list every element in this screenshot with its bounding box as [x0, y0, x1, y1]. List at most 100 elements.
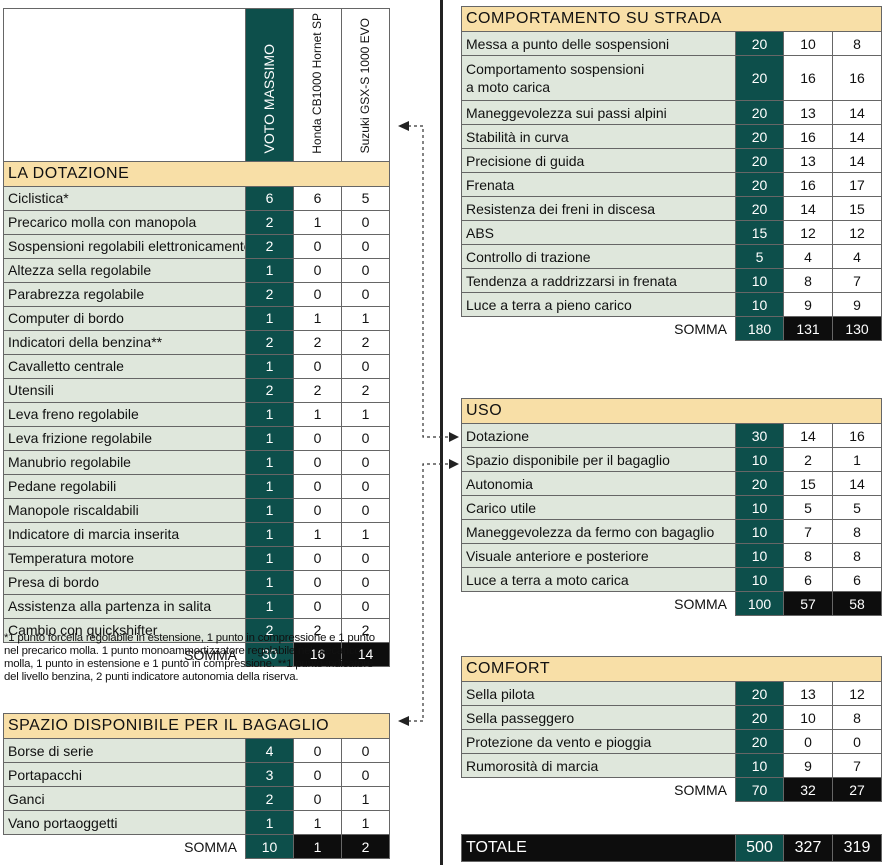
- score-honda: 1: [293, 305, 342, 331]
- row-label: Spazio disponibile per il bagaglio: [461, 447, 736, 472]
- score-suzuki: 7: [831, 753, 883, 778]
- score-max: 20: [735, 196, 784, 221]
- score-honda: 0: [293, 473, 342, 499]
- score-suzuki: 0: [341, 425, 390, 451]
- score-max: 1: [245, 810, 294, 835]
- score-suzuki: 17: [831, 172, 883, 197]
- table-row: Frenata 20 16 17: [461, 172, 883, 197]
- score-max: 20: [735, 705, 784, 730]
- score-honda: 0: [293, 281, 342, 307]
- score-suzuki: 7: [831, 268, 883, 293]
- table-row: Assistenza alla partenza in salita 1 0 0: [3, 593, 390, 619]
- score-honda: 14: [783, 423, 833, 448]
- score-suzuki: 8: [831, 705, 883, 730]
- table-row: Parabrezza regolabile 2 0 0: [3, 281, 390, 307]
- score-max: 10: [735, 292, 784, 317]
- score-honda: 10: [783, 705, 833, 730]
- table-row: Computer di bordo 1 1 1: [3, 305, 390, 331]
- score-suzuki: 1: [831, 447, 883, 472]
- table-row: Spazio disponibile per il bagaglio 10 2 1: [461, 447, 883, 472]
- column-divider: [440, 0, 443, 865]
- score-max: 20: [735, 124, 784, 149]
- score-suzuki: 14: [831, 471, 883, 496]
- row-label: Cambio con quickshifter: [3, 617, 246, 643]
- table-row: Borse di serie 4 0 0: [3, 738, 391, 763]
- score-suzuki: 1: [341, 521, 390, 547]
- score-honda: 9: [783, 292, 833, 317]
- section-title-strada: COMPORTAMENTO SU STRADA: [460, 6, 883, 32]
- table-row: Presa di bordo 1 0 0: [3, 569, 390, 595]
- score-max: 3: [245, 762, 294, 787]
- sum-row-strada: SOMMA 180 131 130: [461, 316, 883, 341]
- section-title-comfort: COMFORT: [460, 656, 883, 682]
- score-honda: 0: [293, 762, 342, 787]
- score-suzuki: 0: [340, 738, 391, 763]
- row-label: Altezza sella regolabile: [3, 257, 246, 283]
- row-label: Borse di serie: [3, 738, 246, 763]
- score-honda: 8: [783, 543, 833, 568]
- score-max: 15: [735, 220, 784, 245]
- score-max: 1: [245, 401, 294, 427]
- score-suzuki: 6: [831, 567, 883, 592]
- score-suzuki: 0: [341, 497, 390, 523]
- score-max: 2: [245, 329, 294, 355]
- table-row: Sella passeggero 20 10 8: [461, 705, 883, 730]
- row-label: Assistenza alla partenza in salita: [3, 593, 246, 619]
- header-voto-massimo: VOTO MASSIMO: [245, 8, 294, 162]
- table-row: Cambio con quickshifter 2 2 2: [3, 617, 390, 643]
- row-label: Cavalletto centrale: [3, 353, 246, 379]
- score-max: 1: [245, 305, 294, 331]
- row-label: Pedane regolabili: [3, 473, 246, 499]
- score-max: 1: [245, 257, 294, 283]
- score-suzuki: 14: [831, 124, 883, 149]
- score-suzuki: 0: [341, 569, 390, 595]
- dotazione-table: VOTO MASSIMO Honda CB1000 Hornet SP Suzu…: [3, 8, 390, 667]
- table-row: Messa a punto delle sospensioni 20 10 8: [461, 31, 883, 56]
- score-suzuki: 0: [341, 593, 390, 619]
- table-row: Dotazione 30 14 16: [461, 423, 883, 448]
- score-max: 20: [735, 55, 784, 101]
- strada-table: COMPORTAMENTO SU STRADA Messa a punto de…: [460, 6, 883, 341]
- section-title-spazio: SPAZIO DISPONIBILE PER IL BAGAGLIO: [2, 713, 391, 739]
- table-row: Indicatori della benzina** 2 2 2: [3, 329, 390, 355]
- score-honda: 5: [783, 495, 833, 520]
- score-honda: 15: [783, 471, 833, 496]
- score-max: 20: [735, 100, 784, 125]
- row-label: Dotazione: [461, 423, 736, 448]
- score-suzuki: 9: [831, 292, 883, 317]
- score-honda: 0: [293, 593, 342, 619]
- section-title-dotazione: LA DOTAZIONE: [3, 160, 390, 187]
- score-honda: 9: [783, 753, 833, 778]
- score-max: 10: [735, 753, 784, 778]
- row-label: Sospensioni regolabili elettronicamente: [3, 233, 246, 259]
- score-max: 2: [245, 377, 294, 403]
- row-label: Ciclistica*: [3, 185, 246, 211]
- totale-row: TOTALE 500 327 319: [461, 834, 882, 862]
- column-header-row: VOTO MASSIMO Honda CB1000 Hornet SP Suzu…: [3, 8, 390, 162]
- row-label: Tendenza a raddrizzarsi in frenata: [461, 268, 736, 293]
- table-row: Cavalletto centrale 1 0 0: [3, 353, 390, 379]
- score-honda: 8: [783, 268, 833, 293]
- table-row: Comportamento sospensioni a moto carica 20…: [461, 55, 883, 101]
- score-max: 10: [735, 519, 784, 544]
- score-honda: 0: [293, 569, 342, 595]
- row-label: Controllo di trazione: [461, 244, 736, 269]
- row-label: Indicatore di marcia inserita: [3, 521, 246, 547]
- score-honda: 6: [783, 567, 833, 592]
- score-honda: 2: [293, 617, 342, 643]
- table-row: Ciclistica* 6 6 5: [3, 185, 390, 211]
- row-label: Autonomia: [461, 471, 736, 496]
- sum-row-comfort: SOMMA 70 32 27: [461, 777, 883, 802]
- table-row: Visuale anteriore e posteriore 10 8 8: [461, 543, 883, 568]
- table-row: Carico utile 10 5 5: [461, 495, 883, 520]
- table-row: Maneggevolezza sui passi alpini 20 13 14: [461, 100, 883, 125]
- score-suzuki: 12: [831, 220, 883, 245]
- uso-table: USO Dotazione 30 14 16 Spazio disponibile pe…: [460, 398, 883, 616]
- score-honda: 0: [293, 738, 342, 763]
- row-label: Ganci: [3, 786, 246, 811]
- score-honda: 2: [293, 377, 342, 403]
- table-row: Sella pilota 20 13 12: [461, 681, 883, 706]
- score-honda: 16: [783, 124, 833, 149]
- score-suzuki: 8: [831, 543, 883, 568]
- score-honda: 0: [293, 545, 342, 571]
